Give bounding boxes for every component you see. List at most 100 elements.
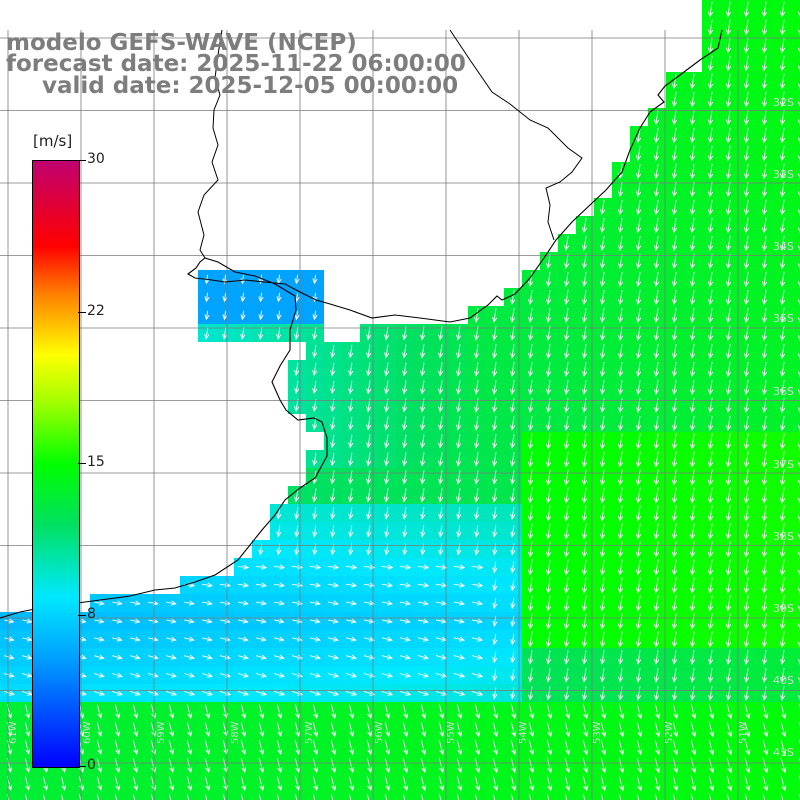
wind-arrow <box>618 199 624 216</box>
valid-date: valid date: 2025-12-05 00:00:00 <box>42 73 459 99</box>
wind-arrow <box>492 597 498 610</box>
wind-arrow <box>94 654 105 660</box>
wind-arrow <box>744 379 750 396</box>
wind-arrow <box>240 327 246 340</box>
wind-arrow <box>779 361 786 378</box>
wind-arrow <box>743 181 750 198</box>
wind-arrow <box>726 721 733 738</box>
wind-arrow <box>527 559 534 576</box>
wind-arrow <box>761 1 768 18</box>
wind-arrow <box>726 668 732 683</box>
wind-speed-cell <box>54 792 72 800</box>
wind-arrow <box>114 739 121 755</box>
wind-arrow <box>545 487 552 504</box>
wind-arrow <box>312 525 318 538</box>
wind-arrow <box>510 380 516 395</box>
wind-arrow <box>707 613 714 630</box>
wind-arrow <box>492 416 498 431</box>
wind-arrow <box>618 775 625 792</box>
wind-arrow <box>618 271 624 288</box>
wind-arrow <box>276 739 283 756</box>
wind-arrow <box>779 577 786 594</box>
wind-arrow <box>726 739 733 756</box>
wind-arrow <box>474 525 480 538</box>
wind-arrow <box>725 55 732 72</box>
wind-arrow <box>399 600 412 606</box>
wind-arrow <box>294 703 301 720</box>
wind-arrow <box>330 416 336 431</box>
wind-arrow <box>762 650 768 665</box>
wind-arrow <box>330 507 336 520</box>
wind-arrow <box>454 618 465 624</box>
wind-speed-cell <box>18 792 36 800</box>
wind-speed-cell <box>486 792 504 800</box>
wind-arrow <box>600 289 606 306</box>
wind-arrow <box>366 488 372 503</box>
wind-arrow <box>366 344 372 359</box>
wind-arrow <box>42 794 46 800</box>
wind-arrow <box>402 703 409 720</box>
wind-arrow <box>366 380 372 395</box>
wind-arrow <box>725 577 732 594</box>
wind-arrow <box>779 289 786 306</box>
wind-arrow <box>654 271 660 288</box>
wind-arrow <box>492 775 499 792</box>
wind-arrow <box>474 721 481 738</box>
wind-speed-cell <box>234 792 252 800</box>
wind-arrow <box>294 507 300 520</box>
wind-arrow <box>528 362 534 377</box>
wind-arrow <box>456 703 463 720</box>
wind-speed-cell <box>306 792 324 800</box>
colorbar-tick-mark <box>78 160 86 161</box>
wind-arrow <box>294 362 300 377</box>
wind-speed-cell <box>792 360 800 378</box>
wind-arrow <box>4 654 15 660</box>
wind-arrow <box>384 525 390 538</box>
wind-arrow <box>779 559 786 576</box>
wind-arrow <box>345 654 358 660</box>
wind-arrow <box>617 487 624 504</box>
wind-arrow <box>276 703 283 720</box>
wind-speed-cell <box>792 0 800 18</box>
wind-arrow <box>671 541 678 558</box>
wind-arrow <box>402 362 408 377</box>
wind-arrow <box>689 127 696 144</box>
wind-arrow <box>312 452 318 467</box>
wind-arrow <box>779 271 786 288</box>
wind-arrow <box>456 380 462 395</box>
wind-arrow <box>743 595 750 612</box>
wind-arrow <box>276 310 282 321</box>
wind-arrow <box>132 757 139 773</box>
wind-arrow <box>689 145 696 162</box>
wind-arrow <box>345 582 358 588</box>
wind-arrow <box>761 199 768 216</box>
wind-arrow <box>129 690 141 696</box>
wind-arrow <box>94 600 105 606</box>
wind-arrow <box>417 690 430 696</box>
wind-arrow <box>725 91 732 108</box>
wind-arrow <box>453 600 466 606</box>
wind-arrow <box>438 362 444 377</box>
wind-arrow <box>689 199 696 216</box>
wind-arrow <box>761 163 768 180</box>
wind-arrow <box>618 362 624 377</box>
wind-speed-cell <box>792 540 800 558</box>
wind-arrow <box>690 793 694 800</box>
wind-arrow <box>312 793 316 800</box>
wind-arrow <box>545 523 552 540</box>
wind-arrow <box>582 739 589 756</box>
wind-arrow <box>599 577 606 594</box>
colorbar-tick-mark <box>78 766 86 767</box>
wind-arrow <box>255 564 268 570</box>
wind-arrow <box>183 654 195 660</box>
wind-arrow <box>762 703 769 720</box>
wind-arrow <box>438 416 444 431</box>
wind-arrow <box>4 672 15 678</box>
wind-arrow <box>726 703 733 720</box>
wind-arrow <box>635 451 642 468</box>
wind-arrow <box>599 559 606 576</box>
wind-arrow <box>312 739 319 756</box>
wind-arrow <box>582 272 588 287</box>
wind-arrow <box>654 416 660 431</box>
wind-arrow <box>456 344 462 359</box>
